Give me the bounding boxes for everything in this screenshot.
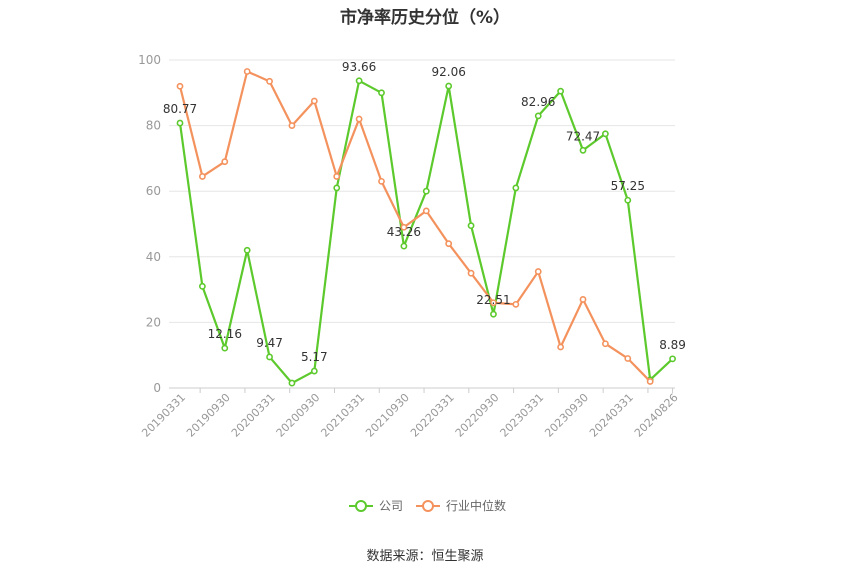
industry-median-point — [422, 207, 430, 215]
legend-label-company: 公司 — [379, 499, 403, 513]
data-label: 5.17 — [301, 350, 328, 364]
axes: 0 20 40 60 80 100 2019033120190930202003312020… — [138, 53, 681, 440]
company-point — [400, 242, 408, 250]
data-label: 57.25 — [611, 179, 645, 193]
industry-median-point — [512, 300, 520, 308]
series-line-industry-median — [178, 70, 651, 383]
series-layer — [176, 68, 676, 387]
industry-median-point — [579, 296, 587, 303]
y-tick-label: 80 — [146, 119, 161, 133]
x-tick-label: 20220331 — [408, 391, 457, 440]
data-label: 82.96 — [521, 95, 555, 109]
data-labels: 80.77 12.16 9.47 5.17 93.66 43.26 92.06 22.51 82… — [163, 60, 686, 364]
legend-marker-industry-median — [422, 500, 434, 512]
y-tick-label: 40 — [146, 250, 161, 264]
series-line-company — [178, 79, 674, 385]
industry-median-point — [624, 355, 632, 362]
industry-median-point — [310, 97, 318, 105]
industry-median-point — [445, 240, 453, 248]
industry-median-point — [176, 82, 184, 90]
gridlines — [169, 59, 675, 323]
company-point — [445, 82, 453, 90]
company-point — [579, 146, 587, 154]
industry-median-point — [355, 115, 363, 123]
company-point — [310, 367, 318, 375]
industry-median-point — [557, 343, 565, 351]
company-point — [490, 310, 497, 318]
industry-median-point — [400, 223, 408, 231]
y-tick-label: 60 — [146, 184, 161, 198]
x-tick-label: 20240331 — [587, 391, 636, 440]
source-note: 数据来源：恒生聚源 — [366, 549, 484, 564]
company-point — [669, 355, 676, 363]
industry-median-point — [467, 269, 475, 277]
industry-median-point — [198, 173, 206, 180]
industry-median-point — [221, 158, 229, 166]
company-point — [221, 344, 229, 352]
industry-median-point — [266, 77, 273, 85]
industry-median-point — [534, 268, 542, 275]
y-tick-label: 0 — [153, 381, 161, 395]
industry-median-point — [333, 173, 341, 180]
company-point — [288, 379, 296, 387]
data-label: 80.77 — [163, 102, 197, 116]
data-label: 93.66 — [342, 60, 376, 74]
company-point — [378, 89, 385, 97]
x-tick-label: 20210331 — [318, 391, 367, 440]
industry-median-point — [490, 299, 497, 307]
x-tick-label: 20230331 — [498, 391, 547, 440]
chart-title: 市净率历史分位（%） — [339, 8, 511, 28]
company-point — [512, 184, 520, 192]
company-point — [534, 112, 542, 120]
company-point — [355, 77, 363, 85]
x-tick-label: 20200331 — [229, 391, 278, 440]
y-tick-label: 100 — [138, 53, 161, 67]
x-tick-label: 20190331 — [139, 391, 188, 440]
company-point — [266, 353, 273, 361]
industry-median-point — [288, 122, 296, 129]
data-label: 22.51 — [476, 293, 510, 307]
company-point — [333, 184, 341, 192]
y-tick-label: 20 — [146, 315, 161, 329]
company-point — [198, 282, 206, 290]
industry-median-point — [378, 177, 385, 185]
industry-median-point — [243, 68, 251, 75]
data-label: 43.26 — [387, 225, 421, 239]
company-point — [467, 222, 475, 230]
x-tick-label: 20200930 — [274, 391, 323, 440]
data-label: 8.89 — [659, 338, 686, 352]
data-label: 72.47 — [566, 129, 600, 143]
x-tick-label: 20190930 — [184, 391, 233, 440]
x-tick-label: 20240826 — [632, 391, 681, 440]
data-label: 9.47 — [256, 336, 283, 350]
industry-median-point — [601, 340, 609, 348]
data-label: 12.16 — [208, 327, 242, 341]
data-label: 92.06 — [431, 65, 465, 79]
x-tick-label: 20210930 — [363, 391, 412, 440]
legend-label-industry-median: 行业中位数 — [446, 498, 506, 513]
company-point — [601, 130, 609, 138]
x-tick-label: 20230930 — [542, 391, 591, 440]
company-point — [243, 246, 251, 254]
legend-marker-company — [355, 500, 367, 512]
legend: 公司 行业中位数 — [349, 498, 506, 513]
industry-median-point — [646, 378, 654, 385]
company-point — [176, 119, 184, 127]
company-point — [422, 187, 430, 195]
company-point — [557, 87, 565, 95]
company-point — [624, 196, 632, 204]
x-tick-label: 20220930 — [453, 391, 502, 440]
